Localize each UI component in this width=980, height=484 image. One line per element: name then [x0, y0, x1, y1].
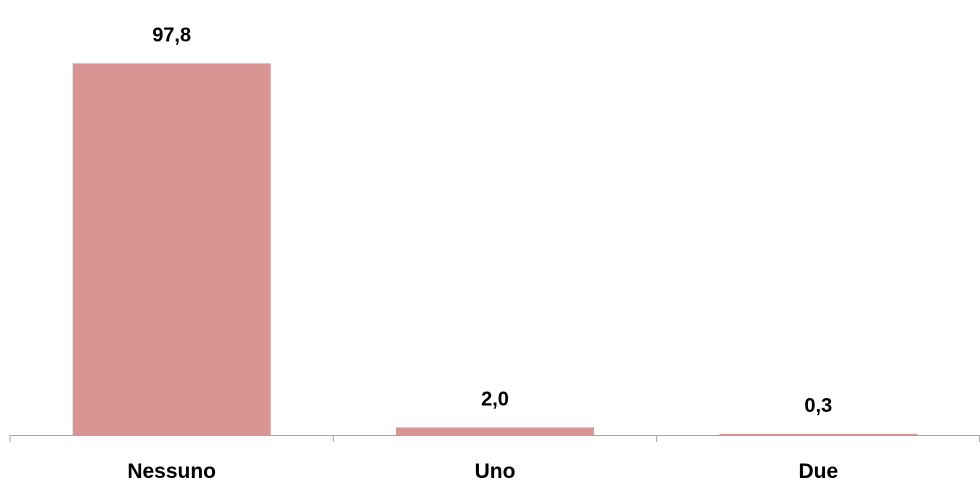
category-label-uno: Uno — [475, 460, 516, 483]
bar-nessuno — [72, 63, 271, 436]
category-label-due: Due — [798, 460, 838, 483]
x-axis — [9, 435, 980, 442]
value-label-nessuno: 97,8 — [152, 24, 191, 46]
category-label-nessuno: Nessuno — [127, 460, 216, 483]
bar-uno — [396, 427, 594, 435]
category-labels-group: Nessuno Uno Due — [127, 460, 838, 483]
bars-group — [72, 63, 918, 436]
value-labels-group: 97,8 2,0 0,3 — [152, 24, 832, 417]
value-label-uno: 2,0 — [481, 388, 509, 410]
value-label-due: 0,3 — [804, 395, 832, 417]
bar-due — [719, 433, 918, 435]
